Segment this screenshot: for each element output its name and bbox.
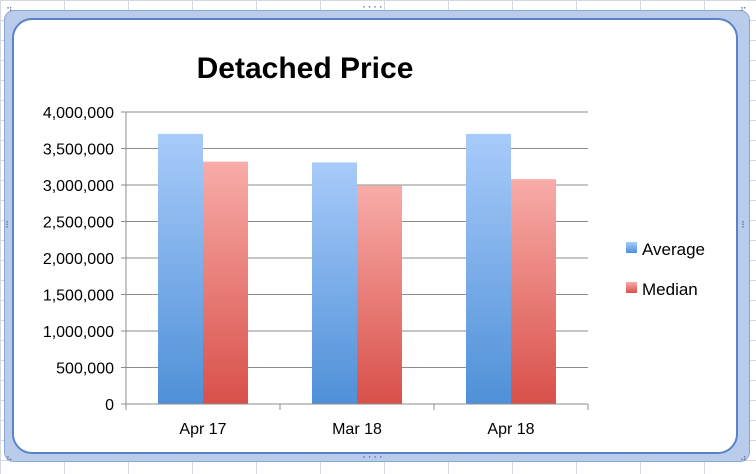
y-tick-label: 2,000,000 (43, 251, 114, 268)
resize-handle-bottom-left[interactable]: ⠓ (6, 456, 13, 466)
y-tick-label: 4,000,000 (43, 105, 114, 122)
y-tick-label: 2,500,000 (43, 215, 114, 232)
x-tick-label: Apr 17 (179, 421, 226, 438)
resize-handle-top[interactable]: ⠁⠁⠁⠁ (362, 6, 385, 16)
bar-median-apr-18 (511, 179, 556, 404)
bars (158, 133, 556, 404)
bar-average-apr-17 (158, 133, 203, 404)
chart-area[interactable]: Detached Price 0 500,000 1,000,000 1,500,00… (12, 18, 738, 454)
resize-handle-right[interactable]: ⠇ (741, 221, 748, 231)
y-axis-tick-labels: 0 500,000 1,000,000 1,500,000 2,000,000 2,500… (43, 105, 114, 414)
chart-title: Detached Price (197, 52, 414, 85)
bar-median-mar-18 (357, 185, 402, 404)
bar-chart: Detached Price 0 500,000 1,000,000 1,500,00… (43, 52, 705, 438)
resize-handle-bottom-right[interactable]: ⠚ (740, 456, 747, 466)
resize-handle-bottom[interactable]: ⠁⠁⠁⠁ (362, 456, 385, 466)
x-tick-label: Mar 18 (332, 421, 382, 438)
y-tick-label: 500,000 (56, 361, 114, 378)
y-tick-label: 0 (105, 397, 114, 414)
y-tick-label: 3,500,000 (43, 142, 114, 159)
bar-average-mar-18 (312, 162, 357, 404)
x-axis-tick-labels: Apr 17 Mar 18 Apr 18 (125, 403, 589, 438)
resize-handle-left[interactable]: ⠇ (5, 221, 12, 231)
legend-label-average: Average (642, 240, 705, 259)
legend-swatch-median (626, 282, 637, 293)
bar-median-apr-17 (203, 161, 248, 404)
y-tick-label: 1,500,000 (43, 288, 114, 305)
legend[interactable]: Average Median (626, 240, 705, 299)
y-tick-label: 1,000,000 (43, 324, 114, 341)
legend-label-median: Median (642, 280, 698, 299)
x-tick-label: Apr 18 (487, 421, 534, 438)
resize-handle-top-left[interactable]: ⠙ (6, 7, 13, 17)
bar-average-apr-18 (466, 133, 511, 404)
legend-swatch-average (626, 242, 637, 253)
resize-handle-top-right[interactable]: ⠋ (740, 7, 747, 17)
y-tick-label: 3,000,000 (43, 178, 114, 195)
